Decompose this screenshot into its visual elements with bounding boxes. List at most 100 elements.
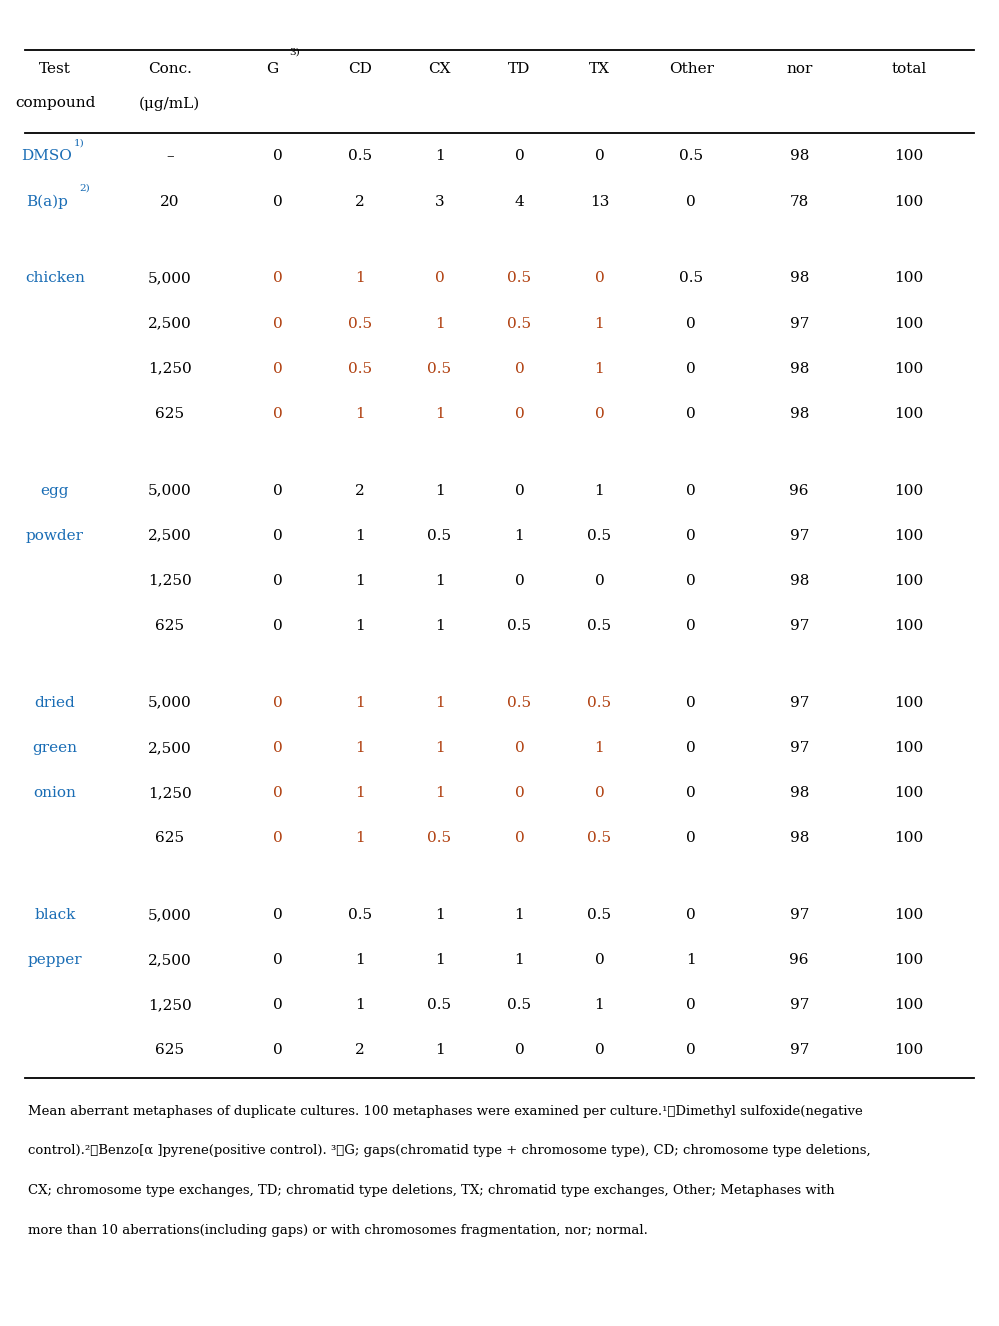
Text: egg: egg <box>41 484 69 497</box>
Text: 0.5: 0.5 <box>428 529 452 542</box>
Text: 1): 1) <box>74 138 85 147</box>
Text: 0.5: 0.5 <box>587 908 611 922</box>
Text: compound: compound <box>15 97 95 110</box>
Text: 0: 0 <box>273 484 283 497</box>
Text: 1: 1 <box>435 908 445 922</box>
Text: 100: 100 <box>894 696 924 709</box>
Text: 625: 625 <box>155 407 185 420</box>
Text: CX: CX <box>429 62 451 76</box>
Text: 0: 0 <box>686 407 696 420</box>
Text: 97: 97 <box>789 529 809 542</box>
Text: 0: 0 <box>594 150 604 163</box>
Text: 625: 625 <box>155 1044 185 1057</box>
Text: 98: 98 <box>789 786 809 800</box>
Text: 0: 0 <box>273 407 283 420</box>
Text: 0.5: 0.5 <box>507 272 531 285</box>
Text: 100: 100 <box>894 786 924 800</box>
Text: 1: 1 <box>435 317 445 330</box>
Text: CD: CD <box>348 62 372 76</box>
Text: 1: 1 <box>355 741 365 754</box>
Text: 1: 1 <box>435 150 445 163</box>
Text: 0: 0 <box>273 953 283 967</box>
Text: 0: 0 <box>594 953 604 967</box>
Text: 4: 4 <box>514 195 524 208</box>
Text: 0.5: 0.5 <box>348 908 372 922</box>
Text: 1: 1 <box>435 407 445 420</box>
Text: 1: 1 <box>435 741 445 754</box>
Text: 1: 1 <box>355 786 365 800</box>
Text: 0: 0 <box>273 150 283 163</box>
Text: 100: 100 <box>894 362 924 375</box>
Text: 1,250: 1,250 <box>148 786 192 800</box>
Text: 98: 98 <box>789 272 809 285</box>
Text: 0: 0 <box>594 407 604 420</box>
Text: 0: 0 <box>273 619 283 633</box>
Text: 100: 100 <box>894 619 924 633</box>
Text: 0.5: 0.5 <box>679 272 703 285</box>
Text: 100: 100 <box>894 484 924 497</box>
Text: control).²⧉Benzo[α ]pyrene(positive control). ³⧉G; gaps(chromatid type + chromos: control).²⧉Benzo[α ]pyrene(positive cont… <box>28 1144 870 1158</box>
Text: 98: 98 <box>789 362 809 375</box>
Text: TX: TX <box>588 62 610 76</box>
Text: 1: 1 <box>594 484 604 497</box>
Text: 0: 0 <box>686 741 696 754</box>
Text: 97: 97 <box>789 619 809 633</box>
Text: 0: 0 <box>273 741 283 754</box>
Text: 0: 0 <box>514 362 524 375</box>
Text: 5,000: 5,000 <box>148 908 192 922</box>
Text: 100: 100 <box>894 195 924 208</box>
Text: Test: Test <box>39 62 71 76</box>
Text: 1: 1 <box>355 407 365 420</box>
Text: (μg/mL): (μg/mL) <box>139 97 201 110</box>
Text: 2,500: 2,500 <box>148 953 192 967</box>
Text: 1,250: 1,250 <box>148 362 192 375</box>
Text: 2: 2 <box>355 484 365 497</box>
Text: 0: 0 <box>273 317 283 330</box>
Text: 98: 98 <box>789 407 809 420</box>
Text: 2: 2 <box>355 1044 365 1057</box>
Text: 0: 0 <box>273 529 283 542</box>
Text: 625: 625 <box>155 831 185 845</box>
Text: 0: 0 <box>686 908 696 922</box>
Text: 0: 0 <box>273 831 283 845</box>
Text: 0: 0 <box>594 786 604 800</box>
Text: 1: 1 <box>686 953 696 967</box>
Text: 1: 1 <box>514 953 524 967</box>
Text: 1: 1 <box>355 696 365 709</box>
Text: 1: 1 <box>435 1044 445 1057</box>
Text: 0.5: 0.5 <box>587 696 611 709</box>
Text: 0: 0 <box>435 272 445 285</box>
Text: 0: 0 <box>514 150 524 163</box>
Text: 100: 100 <box>894 407 924 420</box>
Text: dried: dried <box>35 696 75 709</box>
Text: 0: 0 <box>686 484 696 497</box>
Text: CX; chromosome type exchanges, TD; chromatid type deletions, TX; chromatid type : CX; chromosome type exchanges, TD; chrom… <box>28 1184 834 1197</box>
Text: 100: 100 <box>894 272 924 285</box>
Text: 100: 100 <box>894 741 924 754</box>
Text: 1,250: 1,250 <box>148 998 192 1012</box>
Text: 98: 98 <box>789 831 809 845</box>
Text: 97: 97 <box>789 317 809 330</box>
Text: 0: 0 <box>686 619 696 633</box>
Text: 0: 0 <box>514 574 524 587</box>
Text: 0: 0 <box>686 574 696 587</box>
Text: 1: 1 <box>435 696 445 709</box>
Text: 97: 97 <box>789 908 809 922</box>
Text: –: – <box>166 150 174 163</box>
Text: 0: 0 <box>686 195 696 208</box>
Text: 1: 1 <box>594 998 604 1012</box>
Text: 1: 1 <box>594 317 604 330</box>
Text: 100: 100 <box>894 1044 924 1057</box>
Text: more than 10 aberrations(including gaps) or with chromosomes fragmentation, nor;: more than 10 aberrations(including gaps)… <box>28 1224 647 1237</box>
Text: 0: 0 <box>273 272 283 285</box>
Text: 3: 3 <box>435 195 445 208</box>
Text: 0.5: 0.5 <box>428 831 452 845</box>
Text: 0: 0 <box>273 574 283 587</box>
Text: 625: 625 <box>155 619 185 633</box>
Text: 3): 3) <box>290 48 301 57</box>
Text: 97: 97 <box>789 741 809 754</box>
Text: 0: 0 <box>273 998 283 1012</box>
Text: 0.5: 0.5 <box>428 998 452 1012</box>
Text: 0: 0 <box>594 1044 604 1057</box>
Text: 13: 13 <box>589 195 609 208</box>
